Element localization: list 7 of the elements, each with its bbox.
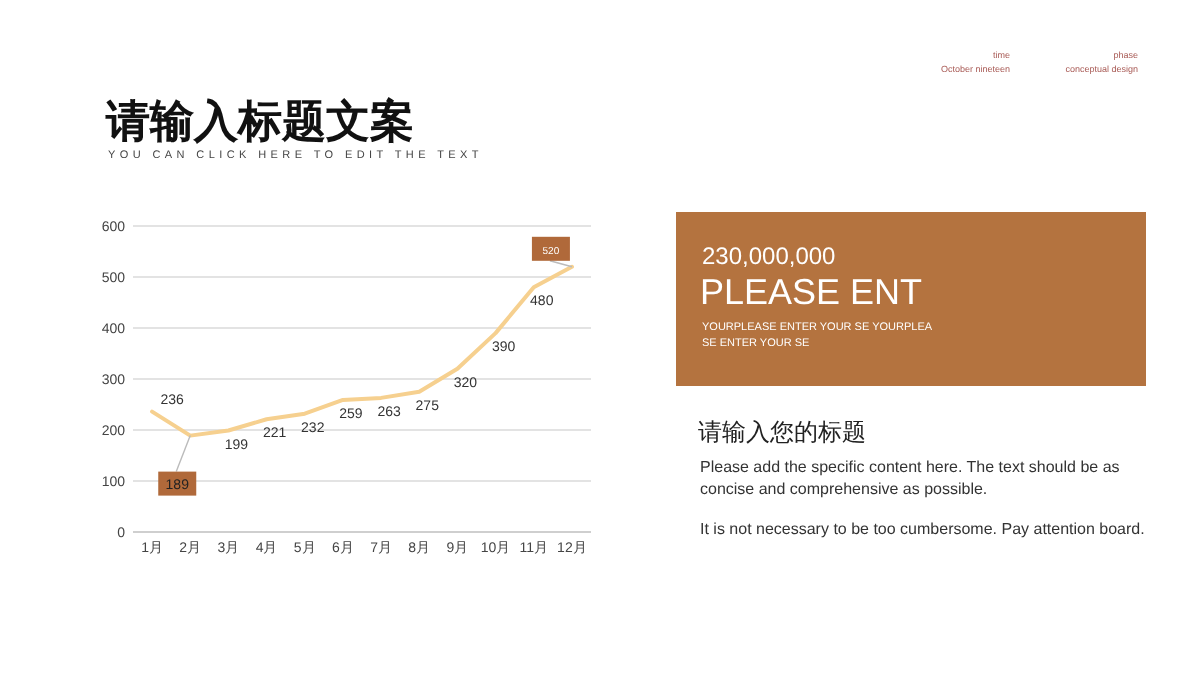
line-series (150, 264, 574, 438)
text: 请输入您的标题 (698, 418, 868, 446)
text: It is not necessary to be too cumbersome. Pay attention board. (700, 518, 1147, 540)
chart-title: 请输入标题文案 (104, 96, 414, 146)
text: 230,000,000 (702, 242, 836, 270)
text: PLEASE ENT (700, 272, 923, 312)
text: Please add the specific content here. The text should be as concise and comprehensive as possible. (700, 456, 1122, 500)
